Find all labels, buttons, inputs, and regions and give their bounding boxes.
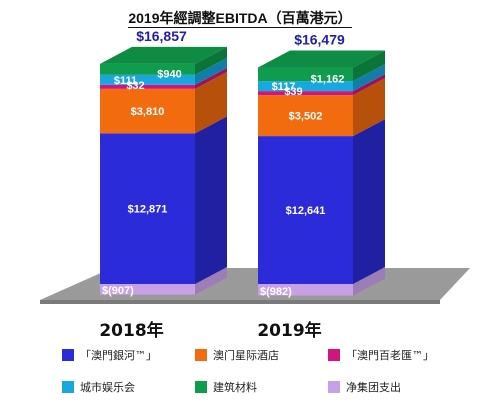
bar-segment [258, 81, 353, 92]
bar-segment-side [195, 57, 227, 85]
legend-item: 澳门星际酒店 [195, 345, 328, 365]
data-label-galaxy: $12,871 [128, 204, 168, 216]
legend-row: 「澳門銀河™」 澳门星际酒店 「澳門百老匯™」 [62, 345, 462, 365]
legend-swatch [62, 381, 74, 393]
legend-label: 澳门星际酒店 [213, 349, 279, 362]
legend-item: 建筑材料 [195, 377, 328, 397]
bar-top-face [100, 46, 227, 64]
bar-segment-net-expense [100, 284, 195, 295]
bar-segment [258, 136, 353, 284]
data-label-construction: $940 [157, 68, 181, 80]
total-label: $16,857 [136, 28, 187, 44]
bar-segment-side [195, 71, 227, 134]
bar-segment-side [353, 64, 385, 92]
legend: 「澳門銀河™」 澳门星际酒店 「澳門百老匯™」城市娱乐会 建筑材料 净集团支出 [62, 345, 462, 409]
legend-item: 「澳門百老匯™」 [328, 345, 461, 365]
year-label: 2019年 [257, 320, 321, 340]
legend-item: 净集团支出 [328, 377, 461, 397]
bar-segment [100, 74, 195, 85]
legend-item: 城市娱乐会 [62, 377, 195, 397]
data-label-galaxy: $12,641 [286, 205, 326, 217]
legend-label: 净集团支出 [346, 381, 401, 394]
bar-segment-side [195, 116, 227, 284]
bar-segment [100, 63, 195, 75]
bar-segment [258, 67, 353, 82]
bar-segment-side [353, 74, 385, 96]
data-label-broadway: $39 [284, 86, 302, 98]
legend-swatch [195, 349, 207, 361]
bar-segment-side [195, 67, 227, 89]
bar-top-face [258, 50, 385, 68]
data-label-net-expense: $(907) [102, 285, 134, 297]
legend-swatch [195, 381, 207, 393]
bar-segment [258, 91, 353, 96]
data-label-starworld: $3,810 [131, 106, 165, 118]
chart-floor-edge [40, 300, 440, 304]
bar-segment-side [353, 78, 385, 137]
legend-label: 建筑材料 [213, 381, 257, 394]
bar-segment-net-expense [258, 284, 353, 296]
year-label: 2018年 [99, 320, 163, 340]
bar-segment-side [353, 119, 385, 284]
data-label-starworld: $3,502 [289, 111, 323, 123]
legend-label: 「澳門銀河™」 [80, 349, 157, 362]
legend-swatch [328, 381, 340, 393]
data-label-construction: $1,162 [311, 73, 345, 85]
total-label: $16,479 [294, 32, 345, 48]
bar-segment-side [353, 267, 385, 296]
bar-segment [100, 84, 195, 89]
bar-segment [100, 133, 195, 284]
bar-segment [258, 95, 353, 137]
legend-swatch [62, 349, 74, 361]
stacked-bar-chart: $(907) $12,871 $3,810 $32$111 $940 $16,857 201… [40, 28, 470, 340]
legend-swatch [328, 349, 340, 361]
chart-title-underline [128, 27, 352, 28]
legend-row: 城市娱乐会 建筑材料 净集团支出 [62, 377, 462, 397]
data-label-city-club: $117 [272, 81, 296, 93]
data-label-broadway: $32 [126, 80, 144, 92]
bar-segment-side [195, 46, 227, 75]
bar-segment-side [353, 50, 385, 82]
data-label-net-expense: $(982) [260, 286, 292, 298]
legend-item: 「澳門銀河™」 [62, 345, 195, 365]
legend-label: 城市娱乐会 [80, 381, 135, 394]
bar-segment-side [195, 267, 227, 295]
legend-label: 「澳門百老匯™」 [346, 349, 434, 362]
data-label-city-club: $111 [114, 75, 137, 87]
bar-segment [100, 88, 195, 134]
chart-title: 2019年經調整EBITDA（百萬港元） [128, 10, 352, 26]
